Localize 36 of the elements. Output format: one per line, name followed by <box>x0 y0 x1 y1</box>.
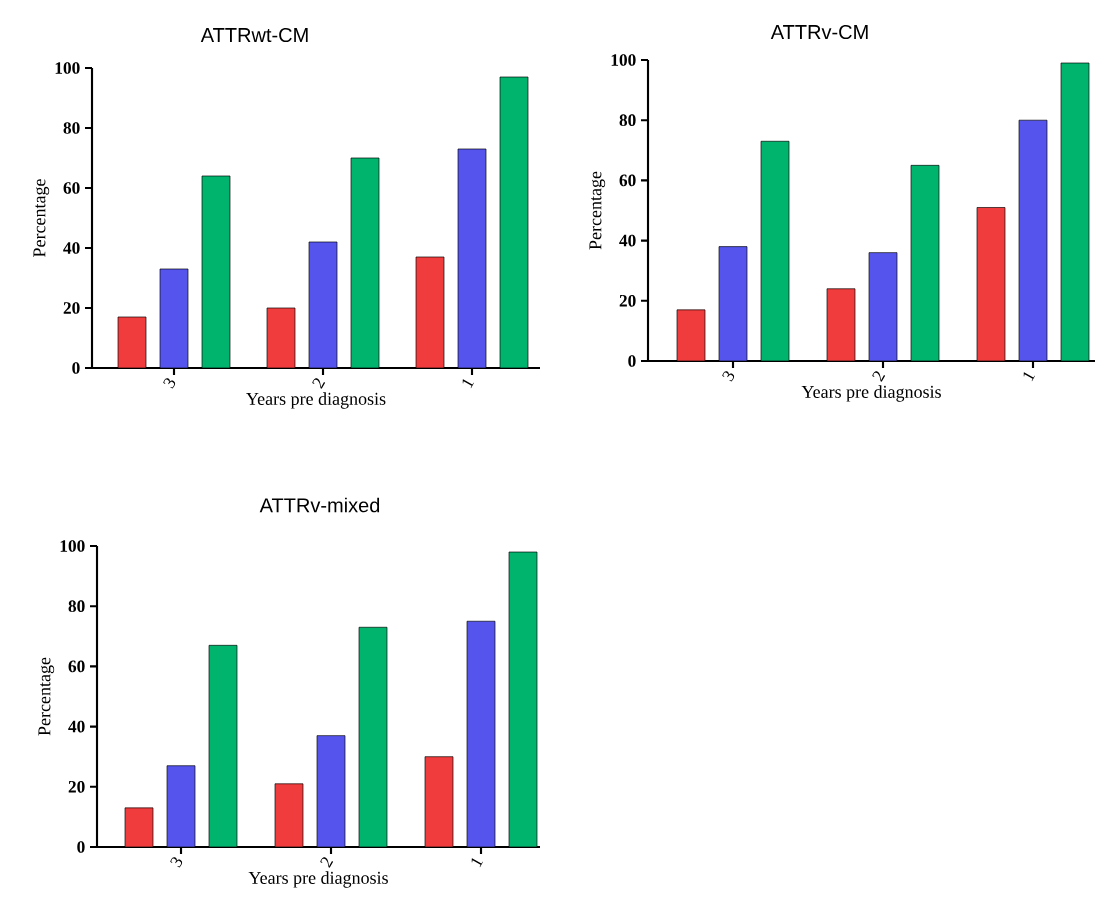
y-tick-label: 20 <box>63 302 80 314</box>
chart-title: ATTRv-CM <box>770 24 868 40</box>
y-tick-label: 20 <box>68 780 85 793</box>
y-tick-label: 100 <box>55 62 80 74</box>
x-tick-label: 3 <box>163 378 176 389</box>
x-axis-title: Years pre diagnosis <box>246 392 386 409</box>
x-tick-label: 2 <box>872 371 886 382</box>
x-tick-label: 3 <box>722 371 735 382</box>
chart-title: ATTRv-mixed <box>259 497 380 513</box>
y-axis-title: Percentage <box>38 657 55 736</box>
y-tick-label: 0 <box>72 362 80 374</box>
x-axis-title: Years pre diagnosis <box>801 385 941 402</box>
chart-title: ATTRwt-CM <box>200 27 308 43</box>
y-tick-label: 100 <box>60 540 85 552</box>
y-axis-title: Percentage <box>589 171 606 250</box>
y-tick-label: 80 <box>619 114 636 127</box>
x-tick-label: 1 <box>462 379 475 389</box>
y-tick-label: 100 <box>611 54 636 66</box>
x-tick-label: 3 <box>170 857 183 868</box>
y-tick-label: 60 <box>63 182 80 194</box>
y-tick-label: 40 <box>63 242 80 254</box>
y-tick-label: 0 <box>628 355 636 367</box>
x-axis-title: Years pre diagnosis <box>248 871 388 888</box>
y-tick-label: 80 <box>63 122 80 134</box>
y-tick-label: 60 <box>68 660 85 673</box>
y-tick-label: 40 <box>619 234 636 247</box>
y-tick-label: 60 <box>619 174 636 187</box>
y-tick-label: 80 <box>68 600 85 613</box>
x-tick-label: 1 <box>1023 372 1036 382</box>
x-tick-label: 2 <box>320 857 334 868</box>
y-axis-title: Percentage <box>33 179 50 257</box>
y-tick-label: 40 <box>68 720 85 733</box>
x-tick-label: 2 <box>312 378 326 389</box>
y-tick-label: 0 <box>77 841 85 853</box>
y-tick-label: 20 <box>619 294 636 307</box>
x-tick-label: 1 <box>471 858 484 868</box>
